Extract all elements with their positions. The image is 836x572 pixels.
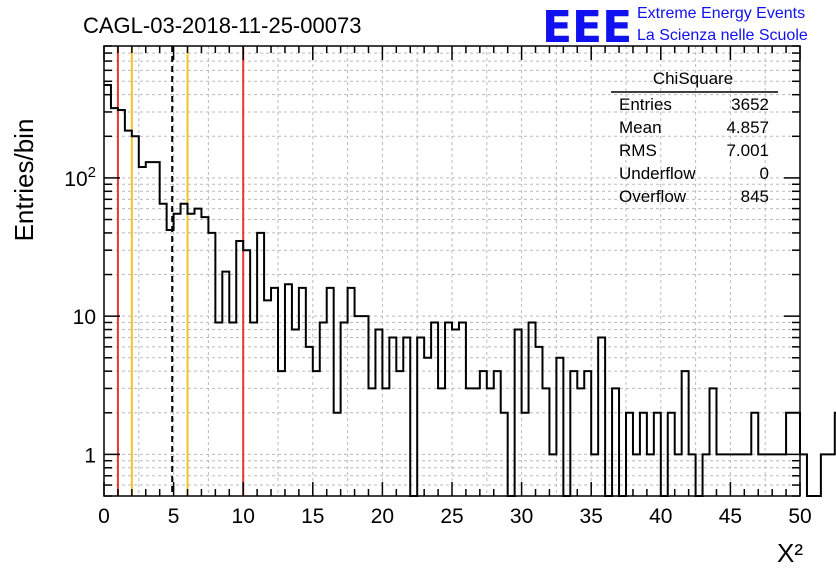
reference-lines [116, 46, 245, 496]
y-tick-labels: 1 10 102 [64, 164, 96, 467]
x-tick-label: 0 [98, 505, 110, 528]
y-axis-label: Entries/bin [9, 119, 39, 242]
x-tick-label: 50 [788, 505, 811, 528]
x-tick-label: 20 [371, 505, 394, 528]
x-tick-label: 15 [301, 505, 324, 528]
logo-eee-text: EEE [542, 2, 632, 53]
x-tick-labels: 0 5 10 15 20 25 30 35 40 45 50 [98, 505, 812, 528]
logo-line2: La Scienza nelle Scuole [637, 27, 808, 44]
y-tick-label: 10 [73, 306, 96, 329]
stats-row-value: 0 [760, 164, 769, 183]
stats-row-value: 845 [741, 187, 769, 206]
x-tick-label: 45 [719, 505, 742, 528]
x-tick-label: 30 [510, 505, 533, 528]
grid-lines [104, 46, 800, 496]
x-tick-label: 35 [580, 505, 603, 528]
x-tick-label: 5 [168, 505, 180, 528]
histogram-outline [104, 84, 836, 497]
stats-row-label: RMS [619, 141, 657, 160]
stats-row-value: 3652 [731, 95, 769, 114]
stats-row-label: Mean [619, 118, 662, 137]
x-tick-label: 25 [440, 505, 463, 528]
eee-logo: EEE Extreme Energy Events La Scienza nel… [542, 2, 808, 53]
stats-row-value: 4.857 [726, 118, 769, 137]
axis-ticks [103, 45, 801, 497]
stats-row-value: 7.001 [726, 141, 769, 160]
x-axis-label: X² [777, 538, 803, 568]
stats-row-label: Entries [619, 95, 672, 114]
y-tick-label: 102 [64, 164, 96, 191]
x-tick-label: 10 [232, 505, 255, 528]
stats-title: ChiSquare [653, 69, 733, 88]
stats-row-label: Overflow [619, 187, 687, 206]
logo-line1: Extreme Energy Events [637, 5, 805, 22]
x-tick-label: 40 [649, 505, 672, 528]
stats-box: ChiSquare Entries 3652 Mean 4.857 RMS 7.001 Und… [611, 69, 778, 206]
chart-title: CAGL-03-2018-11-25-00073 [83, 13, 361, 38]
stats-row-label: Underflow [619, 164, 696, 183]
y-tick-label: 1 [84, 444, 96, 467]
